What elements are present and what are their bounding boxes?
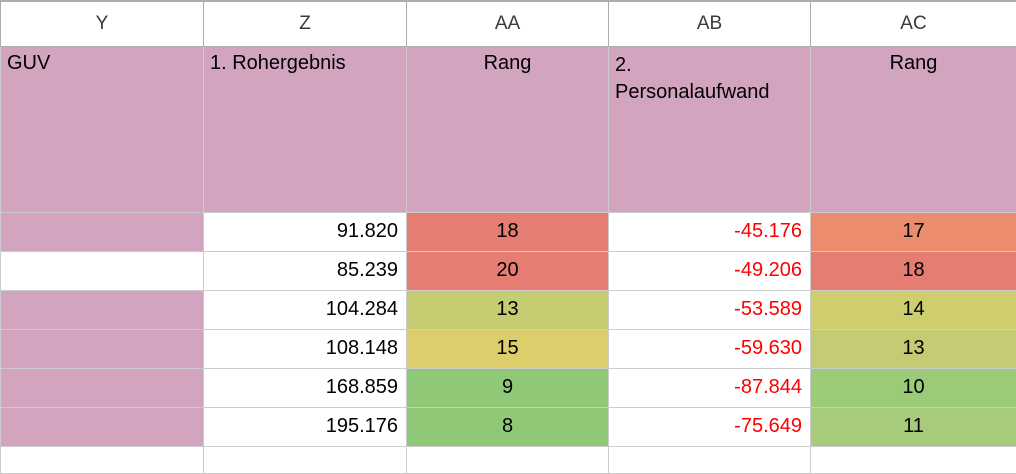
empty-cell[interactable] bbox=[203, 445, 407, 474]
empty-cell[interactable] bbox=[406, 445, 609, 474]
cell-rohergebnis-value[interactable]: 108.148 bbox=[203, 328, 407, 369]
cell-guv-band[interactable] bbox=[0, 211, 204, 252]
cell-personalaufwand-value[interactable]: -87.844 bbox=[608, 367, 811, 408]
column-header-ac[interactable]: AC bbox=[810, 0, 1016, 47]
cell-rang-title-ac[interactable]: Rang bbox=[810, 45, 1016, 213]
table-row: 108.148 15 -59.630 13 bbox=[0, 328, 1016, 369]
cell-guv-title[interactable]: GUV bbox=[0, 45, 204, 213]
cell-rohergebnis-value[interactable]: 91.820 bbox=[203, 211, 407, 252]
cell-guv-band[interactable] bbox=[0, 289, 204, 330]
cell-rang-value-ac[interactable]: 13 bbox=[810, 328, 1016, 369]
cell-rang-title-aa[interactable]: Rang bbox=[406, 45, 609, 213]
cell-rohergebnis-title[interactable]: 1. Rohergebnis bbox=[203, 45, 407, 213]
empty-cell[interactable] bbox=[608, 445, 811, 474]
cell-rang-value-aa[interactable]: 8 bbox=[406, 406, 609, 447]
column-header-row: Y Z AA AB AC bbox=[0, 0, 1016, 47]
cell-guv-band[interactable] bbox=[0, 406, 204, 447]
cell-rang-value-ac[interactable]: 11 bbox=[810, 406, 1016, 447]
cell-guv-band[interactable] bbox=[0, 328, 204, 369]
cell-rohergebnis-value[interactable]: 168.859 bbox=[203, 367, 407, 408]
cell-rang-value-ac[interactable]: 18 bbox=[810, 250, 1016, 291]
cell-rohergebnis-value[interactable]: 85.239 bbox=[203, 250, 407, 291]
section-title-row: GUV 1. Rohergebnis Rang 2. Personalaufwa… bbox=[0, 45, 1016, 213]
cell-personalaufwand-value[interactable]: -45.176 bbox=[608, 211, 811, 252]
cell-rohergebnis-value[interactable]: 195.176 bbox=[203, 406, 407, 447]
table-row: 104.284 13 -53.589 14 bbox=[0, 289, 1016, 330]
cell-personalaufwand-value[interactable]: -75.649 bbox=[608, 406, 811, 447]
cell-rang-value-ac[interactable]: 17 bbox=[810, 211, 1016, 252]
cell-personalaufwand-value[interactable]: -49.206 bbox=[608, 250, 811, 291]
column-header-ab[interactable]: AB bbox=[608, 0, 811, 47]
column-header-aa[interactable]: AA bbox=[406, 0, 609, 47]
cell-rang-value-aa[interactable]: 20 bbox=[406, 250, 609, 291]
cell-rang-value-ac[interactable]: 14 bbox=[810, 289, 1016, 330]
cell-rohergebnis-value[interactable]: 104.284 bbox=[203, 289, 407, 330]
table-row: 195.176 8 -75.649 11 bbox=[0, 406, 1016, 447]
cell-personalaufwand-value[interactable]: -59.630 bbox=[608, 328, 811, 369]
cell-guv-band[interactable] bbox=[0, 367, 204, 408]
cell-rang-value-aa[interactable]: 18 bbox=[406, 211, 609, 252]
cell-guv-band[interactable] bbox=[0, 250, 204, 291]
column-header-z[interactable]: Z bbox=[203, 0, 407, 47]
table-row: 85.239 20 -49.206 18 bbox=[0, 250, 1016, 291]
table-row: 168.859 9 -87.844 10 bbox=[0, 367, 1016, 408]
table-row: 91.820 18 -45.176 17 bbox=[0, 211, 1016, 252]
cell-rang-value-aa[interactable]: 15 bbox=[406, 328, 609, 369]
empty-row bbox=[0, 445, 1016, 474]
empty-cell[interactable] bbox=[810, 445, 1016, 474]
cell-personalaufwand-value[interactable]: -53.589 bbox=[608, 289, 811, 330]
empty-cell[interactable] bbox=[0, 445, 204, 474]
cell-rang-value-aa[interactable]: 13 bbox=[406, 289, 609, 330]
cell-personalaufwand-title[interactable]: 2. Personalaufwand bbox=[608, 45, 811, 213]
cell-rang-value-aa[interactable]: 9 bbox=[406, 367, 609, 408]
column-header-y[interactable]: Y bbox=[0, 0, 204, 47]
cell-rang-value-ac[interactable]: 10 bbox=[810, 367, 1016, 408]
